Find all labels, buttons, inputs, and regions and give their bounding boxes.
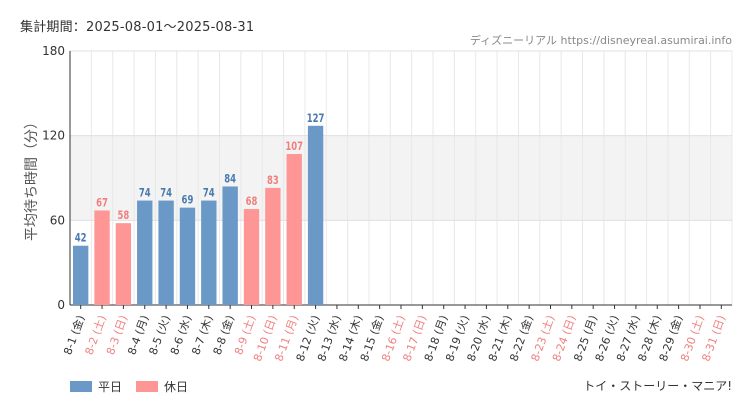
shaded-band	[70, 135, 732, 221]
y-tick-label: 0	[57, 298, 65, 312]
bar	[201, 200, 217, 305]
y-tick-label: 120	[42, 129, 65, 143]
bar-value-label: 68	[246, 195, 258, 208]
bar	[222, 186, 238, 305]
bar-value-label: 107	[285, 140, 303, 153]
bar	[265, 187, 281, 305]
bar-value-label: 84	[224, 173, 236, 186]
bar	[72, 245, 89, 305]
bar	[286, 154, 302, 305]
bar	[115, 223, 132, 305]
bar	[158, 200, 174, 305]
bar-value-label: 74	[160, 187, 172, 200]
bar	[243, 209, 260, 305]
bar-value-label: 83	[267, 174, 279, 187]
bar-value-label: 127	[307, 112, 325, 125]
y-tick-label: 180	[42, 44, 65, 58]
bar	[137, 200, 153, 305]
attraction-name: トイ・ストーリー・マニア!	[583, 379, 732, 393]
legend-label-holiday: 休日	[164, 380, 189, 394]
y-axis-title: 平均待ち時間（分）	[24, 115, 40, 241]
bar-value-label: 69	[182, 194, 194, 207]
bar	[179, 207, 196, 305]
bar	[94, 210, 110, 305]
bar-value-label: 74	[203, 187, 215, 200]
bar	[307, 125, 324, 306]
period-label: 集計期間：2025-08-01～2025-08-31	[20, 20, 255, 35]
legend: 平日 休日	[70, 378, 188, 395]
legend-item-weekday[interactable]: 平日	[70, 378, 122, 395]
bar-value-label: 74	[139, 187, 151, 200]
legend-swatch-holiday	[136, 381, 159, 392]
legend-item-holiday[interactable]: 休日	[136, 378, 188, 395]
source-label: ディズニーリアル https://disneyreal.asumirai.inf…	[469, 34, 732, 47]
legend-swatch-weekday	[70, 381, 92, 392]
y-tick-label: 60	[50, 213, 65, 227]
bar-value-label: 67	[96, 197, 108, 210]
legend-label-weekday: 平日	[98, 380, 123, 394]
bar-value-label: 42	[75, 232, 87, 245]
bar-value-label: 58	[117, 209, 129, 222]
